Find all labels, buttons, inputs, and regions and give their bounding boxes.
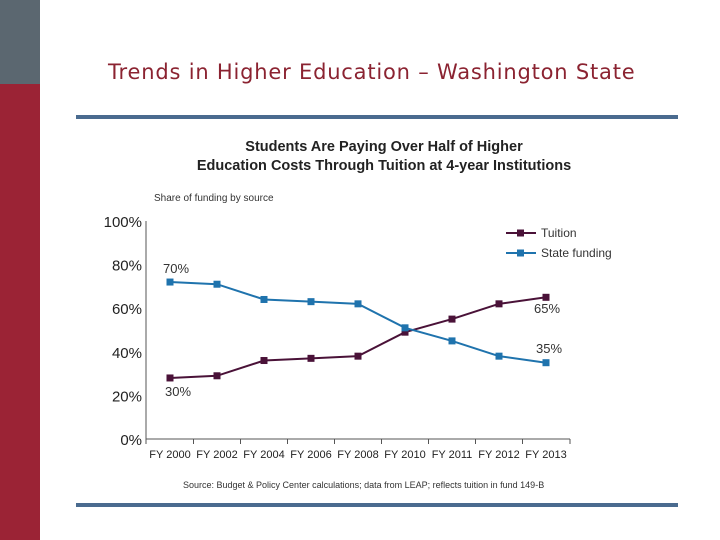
legend-layer — [506, 229, 536, 257]
x-tick-label: FY 2010 — [384, 449, 425, 461]
annotation-state-end: 35% — [536, 341, 562, 356]
data-point-tuition — [260, 357, 268, 365]
y-tick-label: 20% — [112, 388, 142, 405]
title-rule — [76, 115, 678, 119]
data-point-tuition — [495, 300, 503, 308]
data-point-state-funding — [448, 337, 456, 345]
y-tick-label: 40% — [112, 345, 142, 362]
x-tick-label: FY 2006 — [290, 449, 331, 461]
data-point-state-funding — [166, 278, 174, 286]
source-note: Source: Budget & Policy Center calculati… — [183, 480, 544, 490]
chart-title-line-2: Education Costs Through Tuition at 4-yea… — [197, 158, 571, 174]
data-point-state-funding — [354, 300, 362, 308]
data-point-state-funding — [213, 280, 221, 288]
data-point-state-funding — [260, 295, 268, 303]
data-point-tuition — [213, 372, 221, 380]
data-point-tuition — [542, 293, 550, 301]
x-tick-label: FY 2011 — [432, 449, 473, 461]
x-tick-label: FY 2002 — [196, 449, 237, 461]
footer-rule — [76, 503, 678, 507]
legend-swatch-marker-state-funding — [517, 249, 524, 257]
x-tick-label: FY 2012 — [478, 449, 519, 461]
series-layer — [166, 278, 550, 382]
grid-layer — [145, 221, 571, 444]
y-tick-label: 80% — [112, 258, 142, 275]
data-point-state-funding — [401, 324, 409, 332]
y-tick-label: 60% — [112, 301, 142, 318]
series-line-state-funding — [169, 281, 547, 364]
legend-label-state-funding: State funding — [541, 246, 612, 260]
data-point-state-funding — [495, 352, 503, 360]
x-tick-label: FY 2013 — [525, 449, 566, 461]
data-point-tuition — [401, 328, 409, 336]
tick-label-layer: 100% 80% 60% 40% 20% 0% FY 2000 FY 2002 FY 2004 F… — [104, 214, 567, 461]
annotation-tuition-start: 30% — [165, 384, 191, 399]
data-point-state-funding — [307, 298, 315, 306]
x-tick-label: FY 2004 — [243, 449, 284, 461]
legend-label-tuition: Tuition — [541, 226, 577, 240]
data-point-tuition — [448, 315, 456, 323]
data-point-tuition — [354, 352, 362, 360]
y-axis-label: Share of funding by source — [154, 193, 274, 204]
x-tick-label: FY 2008 — [337, 449, 378, 461]
side-accent-bar — [0, 0, 40, 540]
slide-title: Trends in Higher Education – Washington … — [108, 60, 636, 84]
data-point-state-funding — [542, 359, 550, 367]
y-tick-label: 100% — [104, 214, 142, 231]
data-point-tuition — [307, 354, 315, 362]
series-line-tuition — [169, 296, 547, 379]
chart-title-line-1: Students Are Paying Over Half of Higher — [245, 139, 523, 155]
y-tick-label: 0% — [120, 432, 142, 449]
legend-swatch-marker-tuition — [517, 229, 524, 237]
annotation-state-start: 70% — [163, 261, 189, 276]
data-point-tuition — [166, 374, 174, 382]
x-tick-label: FY 2000 — [149, 449, 190, 461]
side-accent-bar-top — [0, 0, 40, 84]
annotation-tuition-end: 65% — [534, 301, 560, 316]
